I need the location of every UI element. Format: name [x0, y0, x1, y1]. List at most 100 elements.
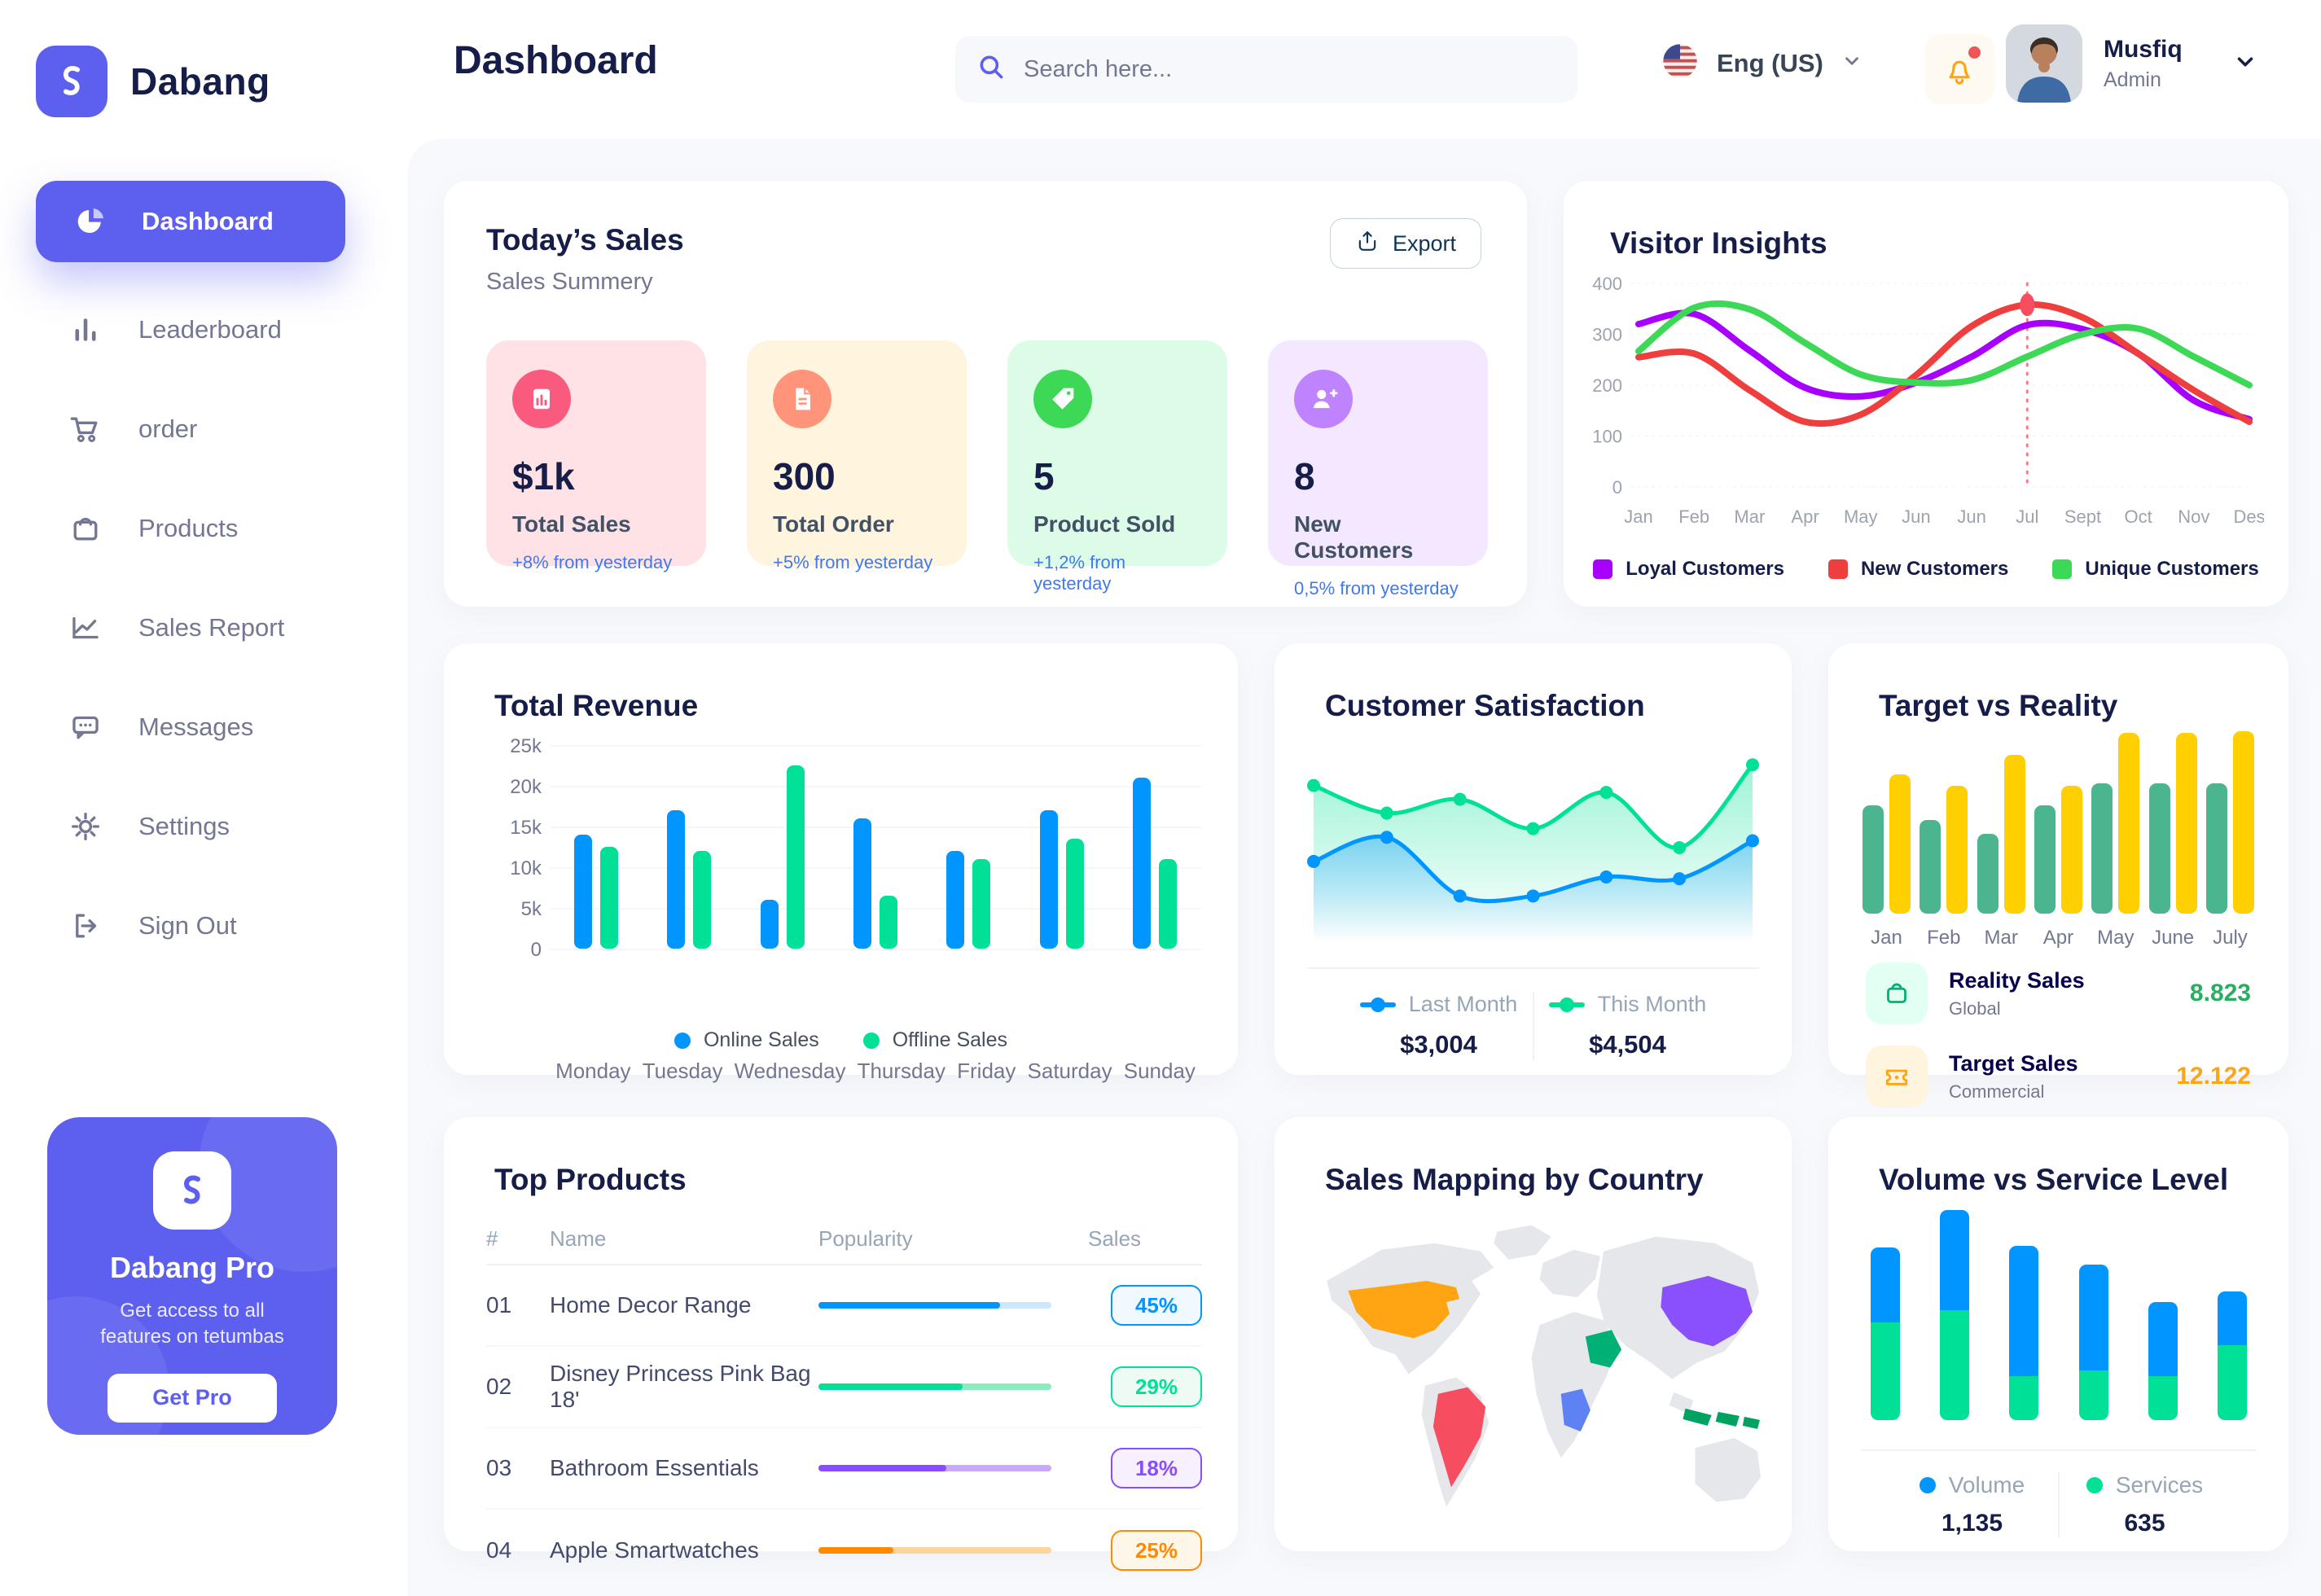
country-congo[interactable]: [1560, 1388, 1590, 1432]
bar-target-sales: [2175, 732, 2197, 914]
bar-target-sales: [1889, 774, 1911, 914]
stacked-bar: [2009, 1245, 2039, 1420]
bar-group-friday: [946, 851, 991, 949]
profile-chevron-down-icon: [2233, 50, 2257, 78]
bar-group-sunday: [1132, 778, 1177, 949]
sales-badge: 29%: [1111, 1366, 1202, 1407]
legend-item-services: Services 635: [2060, 1472, 2231, 1537]
export-button[interactable]: Export: [1329, 218, 1481, 269]
sidebar-item-dashboard[interactable]: Dashboard: [36, 181, 345, 262]
target-vs-reality-card: Target vs Reality Jan Feb Mar Apr May June Jul…: [1828, 643, 2288, 1107]
bar-target-sales: [2118, 732, 2140, 914]
sales-badge: 25%: [1111, 1530, 1202, 1571]
sidebar-item-order[interactable]: order: [0, 379, 407, 479]
total-revenue-legend: Online Sales Offline Sales: [444, 1028, 1238, 1052]
volume-vs-service-title: Volume vs Service Level: [1879, 1163, 2229, 1196]
topbar: Dashboard Eng (US): [407, 0, 2321, 138]
sidebar-item-sales-report[interactable]: Sales Report: [0, 578, 407, 677]
bar-reality-sales: [1977, 834, 1999, 914]
bar-online-sales: [574, 835, 593, 949]
table-row-01[interactable]: 01 Home Decor Range 45%: [486, 1265, 1202, 1347]
chevron-down-icon: [1841, 50, 1863, 76]
stat-delta: 0,5% from yesterday: [1294, 578, 1459, 598]
stat-value: 300: [773, 455, 836, 498]
user-role: Admin: [2104, 68, 2161, 91]
bar-reality-sales: [2034, 805, 2056, 914]
stacked-bar: [1871, 1247, 1900, 1420]
total-revenue-xlabels: Monday Tuesday Wednesday Thursday Friday Satu…: [555, 1059, 1196, 1083]
get-pro-button[interactable]: Get Pro: [107, 1373, 277, 1423]
profile-text: Musfiq Admin: [2104, 36, 2183, 92]
bar-offline-sales: [972, 859, 991, 949]
country-brazil[interactable]: [1433, 1387, 1486, 1488]
export-icon: [1355, 229, 1380, 259]
bar-online-sales: [1039, 810, 1058, 949]
bar-reality-sales: [2205, 783, 2227, 914]
bar-reality-sales: [1920, 819, 1941, 914]
popularity-bar: [818, 1383, 1051, 1390]
target-vs-reality-legend: Reality Sales Global 8.823 Target Sales Co…: [1866, 962, 2251, 1129]
svg-text:400: 400: [1592, 274, 1622, 294]
notifications-button[interactable]: [1924, 34, 1994, 104]
divider: [1861, 1449, 2256, 1451]
bar-target-sales: [2060, 786, 2082, 914]
customer-satisfaction-title: Customer Satisfaction: [1325, 689, 1645, 722]
stacked-bar: [1940, 1210, 1970, 1420]
table-row-03[interactable]: 03 Bathroom Essentials 18%: [486, 1428, 1202, 1510]
stat-card-new-customers[interactable]: 8 New Customers 0,5% from yesterday: [1268, 340, 1488, 598]
svg-text:200: 200: [1592, 375, 1622, 396]
legend-item-last-month: Last Month $3,004: [1345, 992, 1533, 1060]
bar-target-sales: [2003, 754, 2025, 914]
map-base: [1327, 1225, 1761, 1507]
bar-offline-sales: [879, 896, 897, 949]
product-name: Bathroom Essentials: [550, 1455, 759, 1480]
row-index: 03: [486, 1455, 512, 1480]
sidebar-item-sign-out[interactable]: Sign Out: [0, 876, 407, 976]
stat-label: Total Order: [773, 511, 894, 537]
sidebar-item-products[interactable]: Products: [0, 479, 407, 578]
logout-icon: [67, 907, 104, 945]
cart-icon: [67, 410, 104, 448]
stat-delta: +1,2% from yesterday: [1033, 552, 1126, 594]
search-icon: [976, 52, 1007, 87]
table-header: # Name Popularity Sales: [486, 1213, 1202, 1265]
profile-menu[interactable]: Musfiq Admin: [2006, 24, 2257, 103]
total-revenue-chart: 0 5k 10k 15k 20k 25k: [485, 735, 1201, 961]
country-saudi-arabia[interactable]: [1585, 1330, 1622, 1368]
sales-mapping-title: Sales Mapping by Country: [1325, 1163, 1704, 1196]
country-indonesia[interactable]: [1683, 1408, 1760, 1429]
bar-group-apr: [2034, 786, 2082, 914]
visitor-insights-chart: 0 100 200 300 400 Jan Feb Mar Apr May Jun Jun Jul Sep…: [1588, 270, 2265, 537]
total-revenue-title: Total Revenue: [494, 689, 699, 722]
country-china[interactable]: [1661, 1275, 1753, 1347]
bar-online-sales: [760, 900, 779, 949]
sidebar-item-leaderboard[interactable]: Leaderboard: [0, 280, 407, 379]
svg-text:100: 100: [1592, 427, 1622, 447]
bar-group-feb: [1920, 786, 1968, 914]
table-row-02[interactable]: 02 Disney Princess Pink Bag 18' 29%: [486, 1347, 1202, 1428]
sidebar-item-messages[interactable]: Messages: [0, 677, 407, 777]
top-products-table: # Name Popularity Sales 01 Home Decor Range …: [486, 1213, 1202, 1591]
bar-group-mar: [1977, 754, 2025, 914]
table-row-04[interactable]: 04 Apple Smartwatches 25%: [486, 1510, 1202, 1591]
volume-vs-service-chart: [1871, 1195, 2247, 1420]
svg-text:Sept: Sept: [2064, 506, 2101, 527]
chart-icon: [67, 609, 104, 647]
stat-card-product-sold[interactable]: 5 Product Sold +1,2% from yesterday: [1007, 340, 1227, 594]
search-input[interactable]: [1024, 55, 1556, 83]
todays-sales-title: Today’s Sales: [486, 223, 684, 256]
stat-delta: +5% from yesterday: [773, 552, 933, 572]
search-bar: [955, 36, 1577, 103]
legend-item: Offline Sales: [862, 1028, 1007, 1052]
stat-card-total-sales[interactable]: $1k Total Sales +8% from yesterday: [486, 340, 706, 572]
stat-card-total-order[interactable]: 300 Total Order +5% from yesterday: [747, 340, 967, 572]
sidebar-item-settings[interactable]: Settings: [0, 777, 407, 876]
bar-online-sales: [667, 810, 686, 949]
volume-vs-service-legend: Volume 1,135 Services 635: [1828, 1472, 2288, 1537]
legend-item-this-month: This Month $4,504: [1534, 992, 1722, 1060]
language-selector[interactable]: Eng (US): [1661, 42, 1863, 84]
country-united-states[interactable]: [1348, 1280, 1460, 1339]
todays-sales-header: Today’s Sales Sales Summery: [486, 223, 684, 296]
bar-reality-sales: [2148, 783, 2170, 914]
row-index: 01: [486, 1292, 512, 1318]
